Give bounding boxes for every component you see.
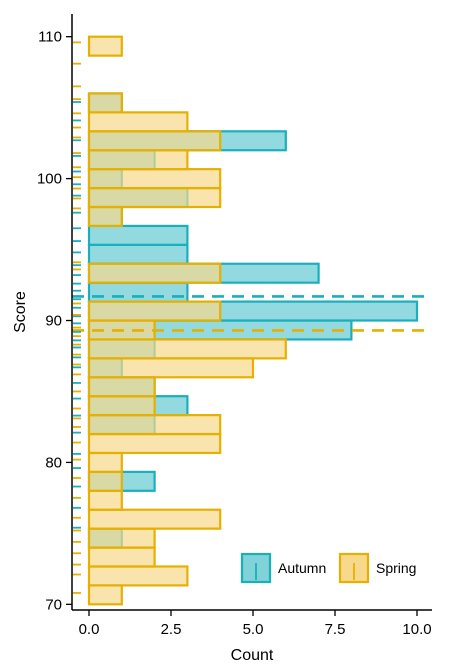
legend-label-spring: Spring <box>376 560 416 576</box>
y-tick-label-0: 70 <box>45 596 62 613</box>
bar-autumn-18 <box>87 243 189 265</box>
legend-label-autumn: Autumn <box>278 560 326 576</box>
bar-spring-13 <box>87 338 287 360</box>
bar-spring-17 <box>87 262 222 284</box>
legend: Autumn Spring <box>240 552 416 584</box>
bar-spring-11 <box>87 376 156 398</box>
legend-item-spring: Spring <box>338 552 416 584</box>
x-tick-label-3: 7.5 <box>325 621 346 638</box>
bars-layer <box>87 35 419 606</box>
bar-autumn-19 <box>87 224 189 246</box>
bar-autumn-16 <box>87 281 189 303</box>
bar-spring-9 <box>87 414 222 436</box>
bar-spring-0 <box>87 584 123 606</box>
bar-spring-29 <box>87 35 123 57</box>
x-tick-label-0: 0.0 <box>79 621 100 638</box>
rug-layer <box>73 41 81 594</box>
y-tick-label-2: 90 <box>45 313 62 330</box>
x-tick-label-1: 2.5 <box>161 621 182 638</box>
axes-layer: 70 80 90 100 110 0.0 2.5 5.0 7.5 10.0 Count Score <box>12 14 432 664</box>
bar-spring-7 <box>87 451 123 473</box>
bar-spring-2 <box>87 546 156 568</box>
y-tick-label-4: 110 <box>38 29 62 46</box>
bar-spring-20 <box>87 205 123 228</box>
bar-spring-10 <box>87 395 156 417</box>
bar-spring-4 <box>87 508 222 530</box>
bar-spring-15 <box>87 300 222 322</box>
y-tick-label-1: 80 <box>45 454 62 471</box>
x-axis-title: Count <box>231 647 274 664</box>
legend-item-autumn: Autumn <box>240 552 326 584</box>
bar-spring-25 <box>87 111 189 133</box>
bar-spring-1 <box>87 565 189 587</box>
bar-spring-3 <box>87 527 156 549</box>
x-tick-label-4: 10.0 <box>402 621 431 638</box>
x-tick-label-2: 5.0 <box>243 621 264 638</box>
bar-spring-26 <box>87 92 123 114</box>
y-axis-title: Score <box>12 291 29 333</box>
bar-spring-24 <box>87 130 222 152</box>
bar-spring-23 <box>87 149 189 171</box>
bar-spring-8 <box>87 432 222 455</box>
bar-spring-21 <box>87 186 222 209</box>
bar-spring-22 <box>87 168 222 190</box>
y-tick-label-3: 100 <box>37 171 62 188</box>
bar-spring-6 <box>87 470 123 492</box>
bar-spring-12 <box>87 357 255 379</box>
bar-spring-5 <box>87 489 123 511</box>
mean-lines-layer <box>72 295 432 332</box>
